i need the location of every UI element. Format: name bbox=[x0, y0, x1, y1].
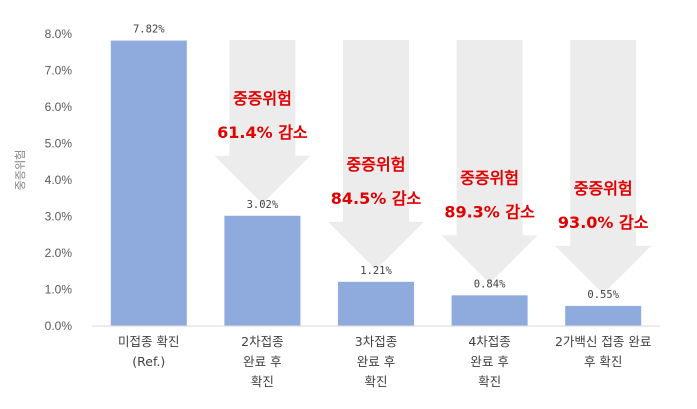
reduction-arrow bbox=[214, 40, 311, 204]
y-tick-label: 3.0% bbox=[45, 210, 73, 224]
data-labels: 7.82% 3.02% 1.21% 0.84% 0.55% bbox=[133, 24, 620, 301]
reduction-arrow bbox=[441, 40, 538, 284]
bar bbox=[565, 305, 642, 326]
data-label: 1.21% bbox=[360, 265, 392, 277]
data-label: 7.82% bbox=[133, 24, 165, 36]
annotation-reduction: 중증위험 61.4% 감소 bbox=[217, 89, 308, 142]
category-labels: 미접종 확진 (Ref.) 2차접종 완료 후 확진 3차접종 완료 후 확진 4차접종 완료 후… bbox=[118, 334, 651, 389]
bar bbox=[451, 295, 528, 326]
y-tick-label: 2.0% bbox=[45, 246, 73, 260]
bar bbox=[338, 281, 414, 326]
y-tick-label: 7.0% bbox=[45, 64, 73, 78]
reduction-arrow bbox=[555, 40, 652, 294]
category-label: 미접종 확진 (Ref.) bbox=[118, 334, 179, 369]
bars bbox=[110, 40, 642, 326]
y-tick-label: 6.0% bbox=[45, 100, 73, 114]
y-tick-label: 0.0% bbox=[45, 319, 73, 333]
category-label: 2가백신 접종 완료 후 확진 bbox=[555, 334, 651, 369]
data-label: 0.55% bbox=[587, 289, 619, 301]
annotation-reduction: 중증위험 84.5% 감소 bbox=[331, 155, 422, 208]
y-tick-label: 5.0% bbox=[45, 137, 73, 151]
category-label: 4차접종 완료 후 확진 bbox=[468, 334, 510, 389]
reduction-arrow bbox=[328, 40, 424, 270]
annotation-reduction: 중증위험 89.3% 감소 bbox=[444, 168, 535, 221]
category-label: 2차접종 완료 후 확진 bbox=[241, 334, 283, 389]
y-tick-label: 4.0% bbox=[45, 173, 73, 187]
y-tick-label: 1.0% bbox=[45, 283, 73, 297]
bar bbox=[224, 215, 301, 326]
data-label: 3.02% bbox=[247, 199, 279, 211]
annotation-reduction: 중증위험 93.0% 감소 bbox=[558, 179, 649, 232]
data-label: 0.84% bbox=[474, 278, 506, 290]
category-label: 3차접종 완료 후 확진 bbox=[355, 334, 397, 389]
bar bbox=[110, 40, 187, 326]
y-axis-ticks: 0.0% 1.0% 2.0% 3.0% 4.0% 5.0% 6.0% 7.0% 8.0% bbox=[45, 27, 73, 333]
y-axis-label: 중증위험 bbox=[14, 150, 27, 190]
reduction-arrows bbox=[214, 40, 652, 294]
y-tick-label: 8.0% bbox=[45, 27, 73, 41]
